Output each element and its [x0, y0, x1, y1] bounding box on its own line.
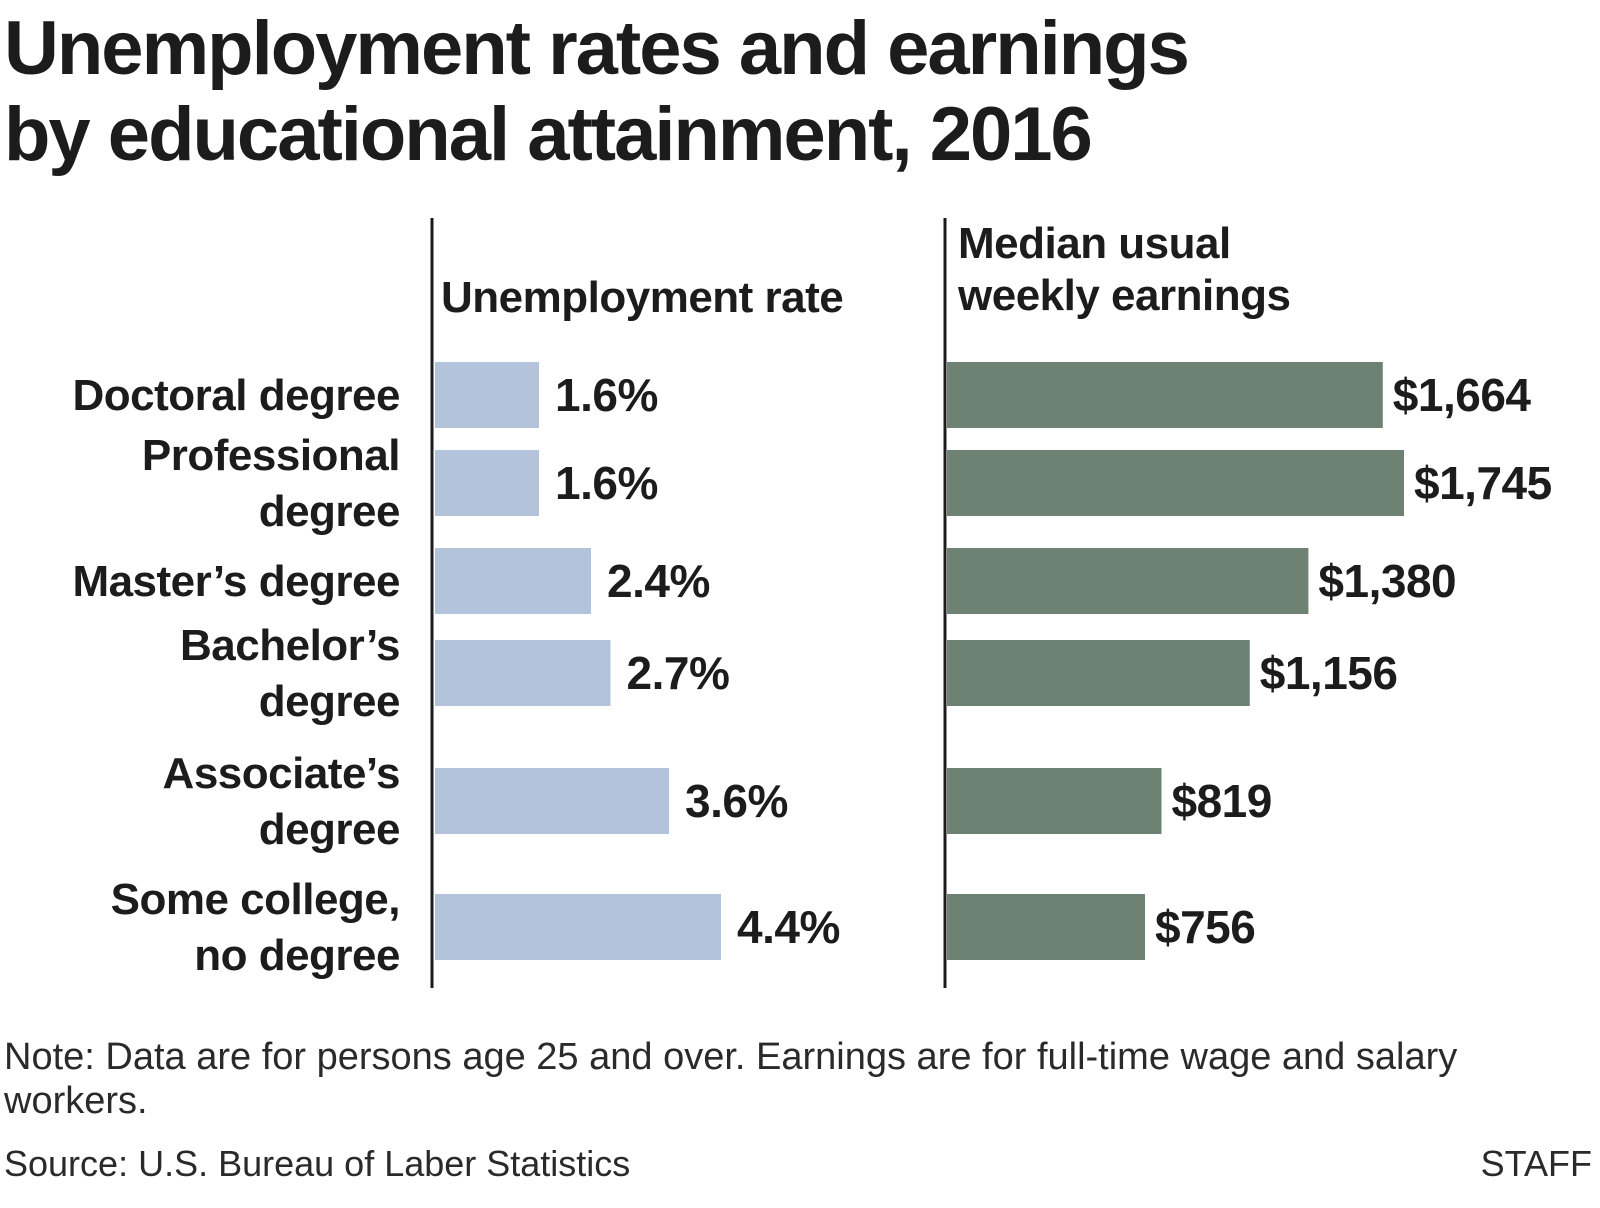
earnings-value-label: $819	[1171, 775, 1271, 827]
unemployment-bar	[435, 894, 721, 960]
staff-credit: STAFF	[1480, 1143, 1592, 1184]
category-label: Associate’s	[163, 749, 400, 798]
unemployment-value-label: 2.7%	[627, 647, 730, 699]
earnings-column-header: Median usual weekly earnings	[958, 218, 1291, 322]
unemployment-column-header: Unemployment rate	[441, 273, 844, 322]
unemployment-value-label: 4.4%	[737, 901, 840, 953]
unemployment-bar	[435, 450, 539, 516]
chart-title: Unemployment rates and earnings by educa…	[4, 6, 1190, 178]
earnings-value-label: $1,664	[1393, 369, 1532, 421]
earnings-bar	[947, 640, 1250, 706]
chart-title-line-2: by educational attainment, 2016	[4, 92, 1093, 177]
bar-charts: Doctoral degree 1.6% $1,664 Professional deg…	[72, 218, 1552, 988]
earnings-bar	[947, 362, 1383, 428]
earnings-bar	[947, 450, 1405, 516]
earnings-bar	[947, 548, 1309, 614]
earnings-value-label: $1,156	[1260, 647, 1398, 699]
earnings-value-label: $1,745	[1414, 457, 1552, 509]
category-label: Some college,	[111, 875, 400, 924]
unemployment-bar	[435, 640, 611, 706]
category-label: degree	[259, 677, 400, 726]
category-label: no degree	[194, 931, 400, 980]
category-label: Doctoral degree	[73, 371, 400, 420]
unemployment-bar	[435, 768, 669, 834]
unemployment-value-label: 1.6%	[555, 369, 658, 421]
earnings-bar	[947, 768, 1162, 834]
earnings-value-label: $1,380	[1318, 555, 1456, 607]
footnote: Note: Data are for persons age 25 and ov…	[4, 1036, 1458, 1122]
category-label: Bachelor’s	[180, 621, 400, 670]
category-label: degree	[259, 487, 400, 536]
category-label: Professional	[142, 431, 400, 480]
chart-title-line-1: Unemployment rates and earnings	[4, 6, 1190, 91]
source-line: Source: U.S. Bureau of Laber Statistics	[4, 1143, 631, 1184]
unemployment-value-label: 1.6%	[555, 457, 658, 509]
category-label: degree	[259, 805, 400, 854]
unemployment-bar	[435, 362, 539, 428]
unemployment-value-label: 2.4%	[607, 555, 710, 607]
earnings-bar	[947, 894, 1145, 960]
unemployment-value-label: 3.6%	[685, 775, 788, 827]
earnings-header-line-2: weekly earnings	[958, 271, 1291, 320]
category-label: Master’s degree	[72, 557, 400, 606]
earnings-header-line-1: Median usual	[958, 219, 1231, 268]
unemployment-bar	[435, 548, 591, 614]
earnings-value-label: $756	[1155, 901, 1255, 953]
